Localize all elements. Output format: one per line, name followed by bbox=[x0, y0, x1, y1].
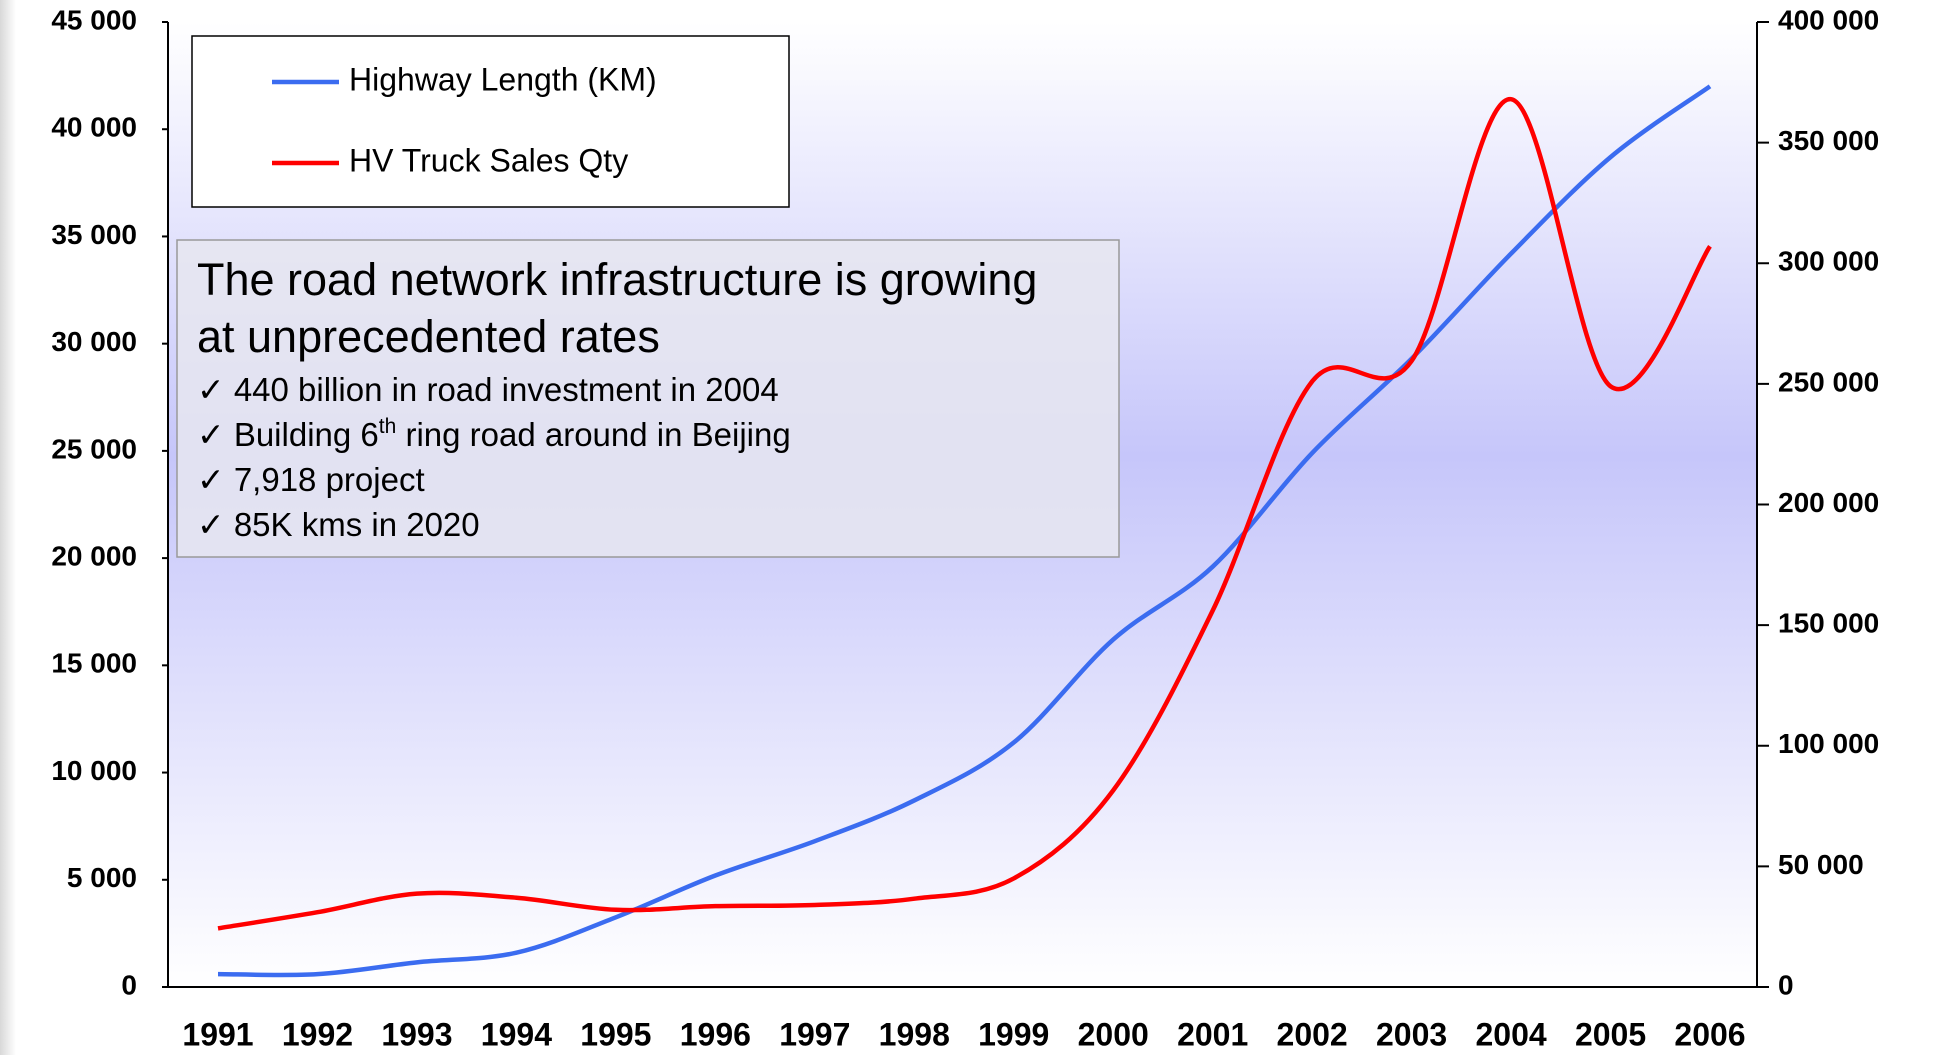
x-tick-label: 1995 bbox=[580, 1016, 651, 1052]
bullet-text: ✓ 440 billion in road investment in 2004 bbox=[197, 371, 779, 408]
x-tick-label: 1999 bbox=[978, 1016, 1049, 1052]
y-tick-label: 35 000 bbox=[51, 219, 137, 250]
x-tick-label: 2001 bbox=[1177, 1016, 1248, 1052]
y2-tick-label: 250 000 bbox=[1778, 366, 1879, 397]
x-tick-label: 1993 bbox=[381, 1016, 452, 1052]
y-tick-label: 10 000 bbox=[51, 755, 137, 786]
annotation-bullet: ✓ 440 billion in road investment in 2004 bbox=[197, 371, 779, 408]
x-tick-label: 1992 bbox=[282, 1016, 353, 1052]
bullet-text: ✓ Building 6 bbox=[197, 416, 379, 453]
annotation-bullet: ✓ 7,918 project bbox=[197, 461, 425, 498]
x-tick-label: 1997 bbox=[779, 1016, 850, 1052]
y2-tick-label: 400 000 bbox=[1778, 4, 1879, 35]
y2-tick-label: 300 000 bbox=[1778, 246, 1879, 277]
annotation-box bbox=[176, 239, 1120, 558]
bullet-text: ✓ 7,918 project bbox=[197, 461, 425, 498]
x-tick-label: 1998 bbox=[879, 1016, 950, 1052]
series-line bbox=[217, 96, 1712, 931]
y-tick-label: 40 000 bbox=[51, 112, 137, 143]
lines bbox=[217, 84, 1712, 978]
superscript: th bbox=[379, 415, 397, 438]
series-line bbox=[217, 84, 1712, 978]
y2-tick-label: 0 bbox=[1778, 969, 1794, 1000]
legend: Highway Length (KM) HV Truck Sales Qty bbox=[191, 35, 790, 208]
x-tick-label: 2006 bbox=[1674, 1016, 1745, 1052]
y-tick-label: 25 000 bbox=[51, 433, 137, 464]
y2-tick-label: 150 000 bbox=[1778, 608, 1879, 639]
annotation-bullet: ✓ 85K kms in 2020 bbox=[197, 506, 480, 543]
y2-tick-label: 350 000 bbox=[1778, 125, 1879, 156]
y-tick-label: 15 000 bbox=[51, 648, 137, 679]
y-tick-label: 0 bbox=[121, 969, 137, 1000]
y2-tick-label: 200 000 bbox=[1778, 487, 1879, 518]
y-tick-label: 30 000 bbox=[51, 326, 137, 357]
annotation-heading: The road network infrastructure is growi… bbox=[197, 254, 1037, 305]
x-tick-label: 2002 bbox=[1277, 1016, 1348, 1052]
x-tick-label: 1996 bbox=[680, 1016, 751, 1052]
y-tick-label: 20 000 bbox=[51, 541, 137, 572]
annotation-bullet: ✓ Building 6th ring road around in Beiji… bbox=[197, 415, 791, 453]
legend-label: Highway Length (KM) bbox=[349, 61, 657, 97]
x-tick-label: 2004 bbox=[1475, 1016, 1546, 1052]
annotation-heading: at unprecedented rates bbox=[197, 311, 660, 362]
x-tick-label: 1994 bbox=[481, 1016, 552, 1052]
legend-box bbox=[191, 35, 790, 208]
side-strip bbox=[0, 0, 16, 1055]
x-tick-label: 1991 bbox=[182, 1016, 253, 1052]
bullet-text: ring road around in Beijing bbox=[396, 416, 790, 453]
legend-label: HV Truck Sales Qty bbox=[349, 142, 628, 178]
x-tick-label: 2000 bbox=[1078, 1016, 1149, 1052]
annotation: The road network infrastructure is growi… bbox=[176, 239, 1120, 558]
y-tick-label: 5 000 bbox=[67, 862, 137, 893]
bullet-text: ✓ 85K kms in 2020 bbox=[197, 506, 480, 543]
ticks: 0 5 000 10 000 15 000 20 000 25 000 30 000 35 0… bbox=[51, 4, 1879, 1052]
x-tick-label: 2003 bbox=[1376, 1016, 1447, 1052]
y2-tick-label: 50 000 bbox=[1778, 849, 1864, 880]
y2-tick-label: 100 000 bbox=[1778, 728, 1879, 759]
x-tick-label: 2005 bbox=[1575, 1016, 1646, 1052]
y-tick-label: 45 000 bbox=[51, 4, 137, 35]
